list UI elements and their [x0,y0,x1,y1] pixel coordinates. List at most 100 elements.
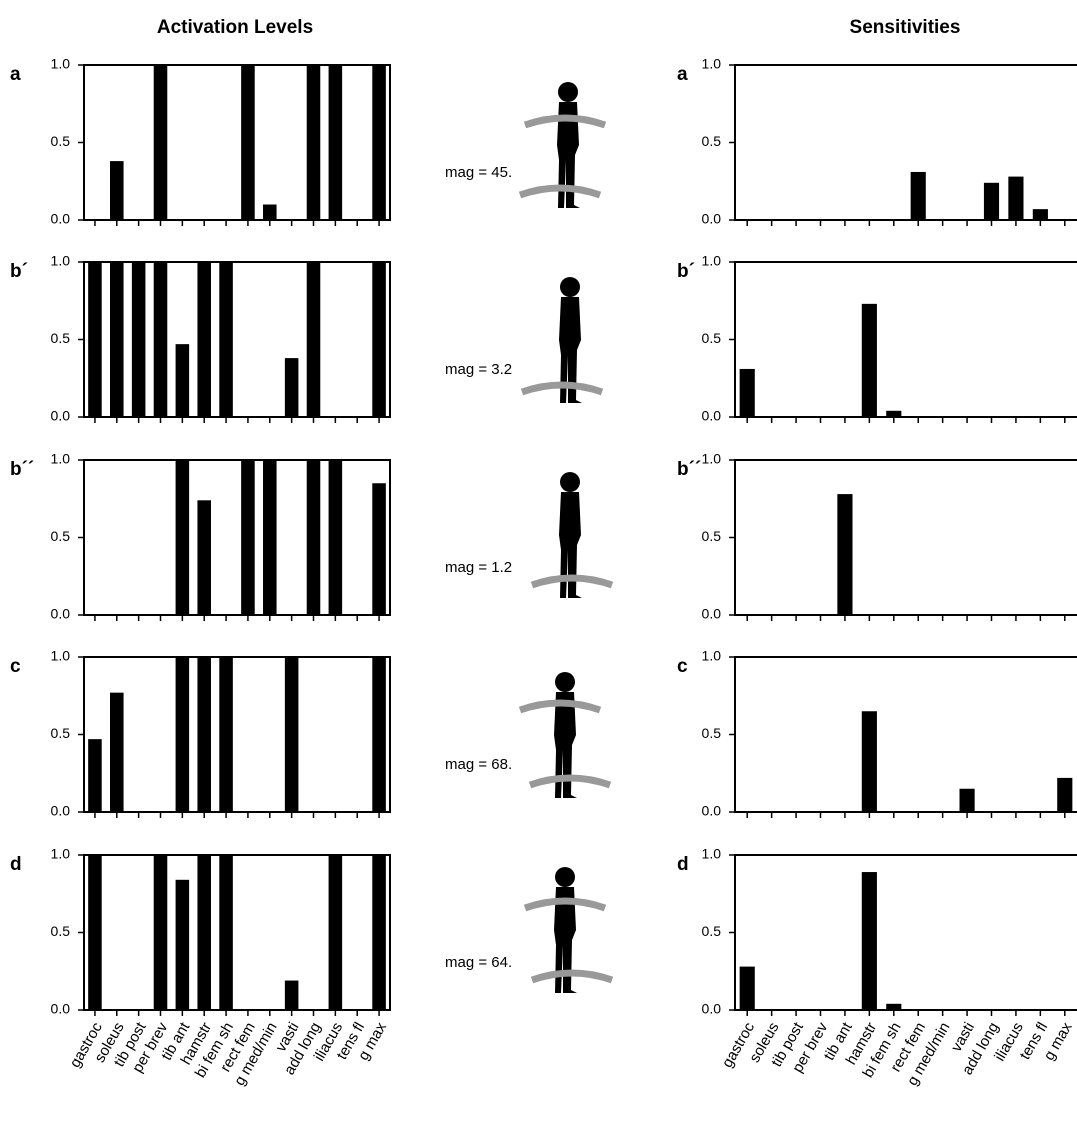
illustrations [520,82,612,993]
y-tick-label: 0.5 [51,528,71,544]
panel-label: a [10,64,21,85]
bar [285,981,299,1010]
bar [241,460,255,615]
bar [372,262,386,417]
bar [1008,177,1023,220]
y-tick-label: 1.0 [702,648,722,664]
y-tick-label: 0.5 [702,528,722,544]
y-tick-label: 0.5 [51,330,71,346]
bar [219,262,233,417]
bar [263,460,277,615]
magnitude-label: mag = 45. [445,164,512,181]
bar [862,304,877,417]
magnitude-label: mag = 3.2 [445,361,512,378]
bar [1057,778,1072,812]
y-tick-label: 0.5 [702,330,722,346]
bar [176,657,190,812]
bar [110,262,124,417]
panel-label: b´ [677,261,695,282]
y-tick-label: 0.0 [702,211,722,227]
bar [263,205,277,221]
y-tick-label: 1.0 [702,253,722,269]
y-tick-label: 0.5 [51,133,71,149]
bar [88,262,102,417]
y-tick-label: 1.0 [51,253,71,269]
magnitude-label: mag = 1.2 [445,559,512,576]
panel-label: c [10,656,21,677]
y-tick-label: 0.0 [51,408,71,424]
y-tick-label: 0.5 [702,923,722,939]
y-tick-label: 0.0 [51,211,71,227]
bar [372,855,386,1010]
magnitude-label: mag = 64. [445,954,512,971]
bar [329,855,343,1010]
y-tick-label: 1.0 [702,451,722,467]
axis-frame [735,855,1077,1010]
axis-frame [735,262,1077,417]
panel-label: b´ [10,261,28,282]
bar [307,262,321,417]
bar [740,369,755,417]
bar [197,262,211,417]
bar [329,65,343,220]
panel-label: a [677,64,688,85]
bar [911,172,926,220]
y-tick-label: 0.0 [51,803,71,819]
bar [740,967,755,1010]
bar [372,483,386,615]
y-tick-label: 0.5 [51,923,71,939]
bar [88,739,102,812]
bar [219,657,233,812]
bar [88,855,102,1010]
axis-frame [84,460,390,615]
panel-label: c [677,656,688,677]
bar [110,161,124,220]
panel-label: b´´ [677,459,701,480]
bar [197,500,211,615]
axis-frame [84,262,390,417]
bar [329,460,343,615]
panel-label: d [677,854,689,875]
axis-frame [735,657,1077,812]
axis-frame [84,855,390,1010]
y-tick-label: 0.0 [51,1001,71,1017]
bar [154,65,168,220]
y-tick-label: 1.0 [51,846,71,862]
column-title: Activation Levels [157,17,313,38]
bar [307,65,321,220]
bar [372,657,386,812]
y-tick-label: 0.0 [51,606,71,622]
bar [110,693,124,812]
column-title: Sensitivities [850,17,961,38]
bar [285,358,299,417]
bar [1033,209,1048,220]
bar [197,855,211,1010]
axis-frame [735,460,1077,615]
bar [862,711,877,812]
y-tick-label: 0.5 [702,725,722,741]
figure: Activation Levels Sensitivities a 0.0 0.5 1… [0,0,1077,1121]
bar [862,872,877,1010]
axis-frame [735,65,1077,220]
y-tick-label: 0.0 [702,606,722,622]
bar [959,789,974,812]
bar [176,880,190,1010]
axis-frame [84,65,390,220]
y-tick-label: 0.0 [702,1001,722,1017]
y-tick-label: 1.0 [51,648,71,664]
bar [132,262,146,417]
panel-label: d [10,854,22,875]
bar [372,65,386,220]
bar [176,344,190,417]
bar [285,657,299,812]
bar [219,855,233,1010]
y-tick-label: 1.0 [702,846,722,862]
y-tick-label: 0.5 [702,133,722,149]
bar [307,460,321,615]
bar [241,65,255,220]
magnitude-label: mag = 68. [445,756,512,773]
y-tick-label: 0.0 [702,803,722,819]
y-tick-label: 1.0 [51,451,71,467]
y-tick-label: 0.5 [51,725,71,741]
bar [176,460,190,615]
